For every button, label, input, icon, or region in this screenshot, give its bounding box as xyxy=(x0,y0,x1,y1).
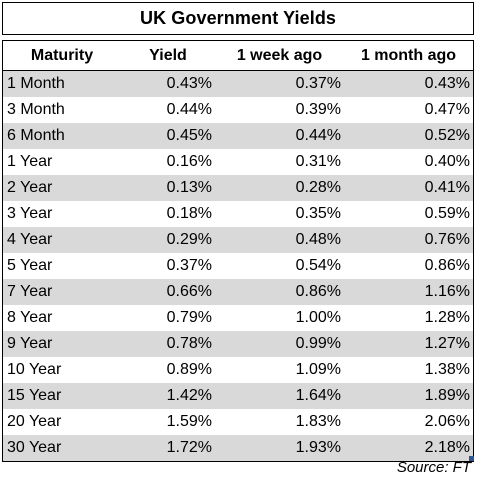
yield-cell: 0.78% xyxy=(166,335,212,352)
header-1-week-ago: 1 week ago xyxy=(236,46,323,64)
yield-cell: 1.59% xyxy=(166,413,212,430)
yield-cell: 1.42% xyxy=(166,387,212,404)
maturity-cell: 5 Year xyxy=(7,257,53,274)
month-ago-cell: 2.18% xyxy=(424,439,470,456)
maturity-cell: 9 Year xyxy=(7,335,53,352)
week-ago-cell: 1.93% xyxy=(295,439,341,456)
table-row: 30 Year 1.72% 1.93% 2.18% xyxy=(2,435,474,462)
table-row: 6 Month 0.45% 0.44% 0.52% xyxy=(2,123,474,149)
month-ago-cell: 0.59% xyxy=(424,205,470,222)
yield-cell: 0.66% xyxy=(166,283,212,300)
maturity-cell: 1 Year xyxy=(7,153,53,170)
month-ago-cell: 1.38% xyxy=(424,361,470,378)
week-ago-cell: 0.35% xyxy=(295,205,341,222)
week-ago-cell: 0.99% xyxy=(295,335,341,352)
source-note: Source: FT xyxy=(396,459,471,476)
month-ago-cell: 0.41% xyxy=(424,179,470,196)
table-row: 2 Year 0.13% 0.28% 0.41% xyxy=(2,175,474,201)
table-row: 1 Year 0.16% 0.31% 0.40% xyxy=(2,149,474,175)
table-row: 3 Year 0.18% 0.35% 0.59% xyxy=(2,201,474,227)
week-ago-cell: 1.00% xyxy=(295,309,341,326)
yield-cell: 0.43% xyxy=(166,75,212,92)
yield-cell: 0.89% xyxy=(166,361,212,378)
week-ago-cell: 1.64% xyxy=(295,387,341,404)
month-ago-cell: 0.47% xyxy=(424,101,470,118)
table-row: 5 Year 0.37% 0.54% 0.86% xyxy=(2,253,474,279)
month-ago-cell: 1.27% xyxy=(424,335,470,352)
week-ago-cell: 1.83% xyxy=(295,413,341,430)
maturity-cell: 7 Year xyxy=(7,283,53,300)
table-title: UK Government Yields xyxy=(2,2,474,35)
maturity-cell: 6 Month xyxy=(7,127,65,144)
table-row: 7 Year 0.66% 0.86% 1.16% xyxy=(2,279,474,305)
maturity-cell: 2 Year xyxy=(7,179,53,196)
maturity-cell: 15 Year xyxy=(7,387,62,404)
week-ago-cell: 0.44% xyxy=(295,127,341,144)
header-yield: Yield xyxy=(149,46,187,64)
maturity-cell: 3 Month xyxy=(7,101,65,118)
table-row: 15 Year 1.42% 1.64% 1.89% xyxy=(2,383,474,409)
week-ago-cell: 0.86% xyxy=(295,283,341,300)
maturity-cell: 8 Year xyxy=(7,309,53,326)
table-row: 20 Year 1.59% 1.83% 2.06% xyxy=(2,409,474,435)
table-row: 8 Year 0.79% 1.00% 1.28% xyxy=(2,305,474,331)
yield-cell: 0.16% xyxy=(166,153,212,170)
week-ago-cell: 0.28% xyxy=(295,179,341,196)
month-ago-cell: 0.86% xyxy=(424,257,470,274)
table-row: 10 Year 0.89% 1.09% 1.38% xyxy=(2,357,474,383)
maturity-cell: 1 Month xyxy=(7,75,65,92)
week-ago-cell: 0.31% xyxy=(295,153,341,170)
week-ago-cell: 0.37% xyxy=(295,75,341,92)
maturity-cell: 20 Year xyxy=(7,413,62,430)
month-ago-cell: 1.89% xyxy=(424,387,470,404)
yield-cell: 0.18% xyxy=(166,205,212,222)
yields-table: UK Government Yields Maturity Yield 1 we… xyxy=(2,2,474,462)
table-row: 9 Year 0.78% 0.99% 1.27% xyxy=(2,331,474,357)
yield-cell: 0.45% xyxy=(166,127,212,144)
yield-cell: 0.79% xyxy=(166,309,212,326)
table-row: 1 Month 0.43% 0.37% 0.43% xyxy=(2,71,474,97)
maturity-cell: 10 Year xyxy=(7,361,62,378)
month-ago-cell: 1.28% xyxy=(424,309,470,326)
maturity-cell: 3 Year xyxy=(7,205,53,222)
week-ago-cell: 0.54% xyxy=(295,257,341,274)
month-ago-cell: 0.43% xyxy=(424,75,470,92)
yield-cell: 0.44% xyxy=(166,101,212,118)
table-row: 4 Year 0.29% 0.48% 0.76% xyxy=(2,227,474,253)
table-row: 3 Month 0.44% 0.39% 0.47% xyxy=(2,97,474,123)
month-ago-cell: 0.76% xyxy=(424,231,470,248)
maturity-cell: 4 Year xyxy=(7,231,53,248)
week-ago-cell: 0.39% xyxy=(295,101,341,118)
header-row: Maturity Yield 1 week ago 1 month ago xyxy=(2,40,474,71)
yield-cell: 0.37% xyxy=(166,257,212,274)
yield-cell: 1.72% xyxy=(166,439,212,456)
selection-resize-handle[interactable] xyxy=(469,456,474,461)
yield-cell: 0.29% xyxy=(166,231,212,248)
maturity-cell: 30 Year xyxy=(7,439,62,456)
month-ago-cell: 2.06% xyxy=(424,413,470,430)
month-ago-cell: 0.40% xyxy=(424,153,470,170)
month-ago-cell: 0.52% xyxy=(424,127,470,144)
week-ago-cell: 1.09% xyxy=(295,361,341,378)
header-1-month-ago: 1 month ago xyxy=(360,46,457,64)
yield-cell: 0.13% xyxy=(166,179,212,196)
header-maturity: Maturity xyxy=(30,46,94,64)
week-ago-cell: 0.48% xyxy=(295,231,341,248)
month-ago-cell: 1.16% xyxy=(424,283,470,300)
